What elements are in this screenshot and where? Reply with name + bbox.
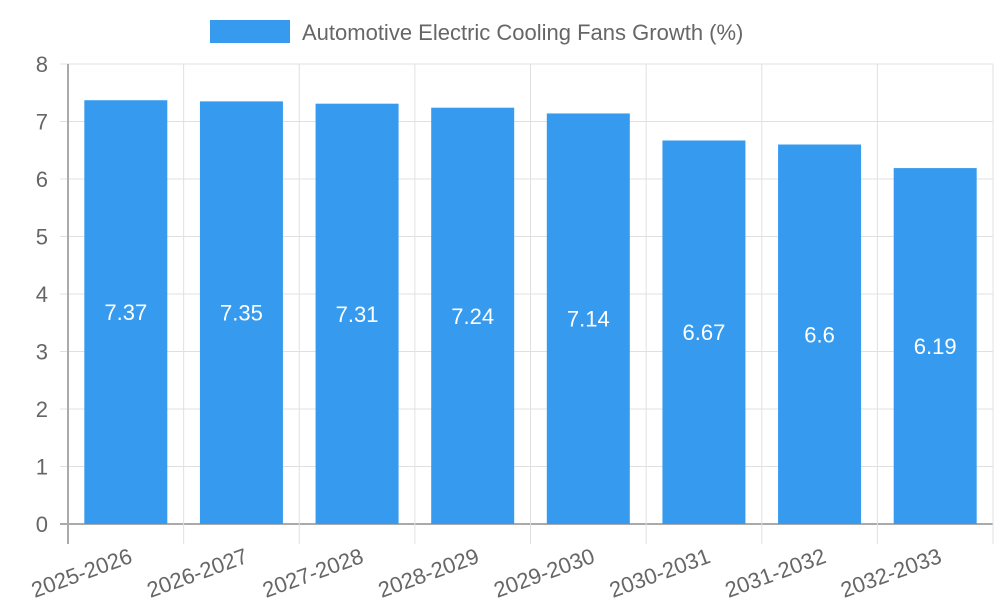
x-tick-label: 2027-2028 — [259, 543, 366, 600]
bar — [778, 144, 862, 524]
bar-value-label: 7.24 — [451, 304, 494, 329]
bar-value-label: 7.35 — [220, 301, 263, 326]
legend-label: Automotive Electric Cooling Fans Growth … — [302, 20, 743, 45]
bar — [315, 103, 399, 525]
y-tick-label: 4 — [36, 282, 48, 307]
x-tick-label: 2025-2026 — [28, 543, 135, 600]
y-tick-label: 5 — [36, 225, 48, 250]
y-tick-label: 7 — [36, 110, 48, 135]
bar-value-label: 7.37 — [104, 300, 147, 325]
x-tick-label: 2030-2031 — [606, 543, 713, 600]
bar-value-label: 7.31 — [336, 302, 379, 327]
bar-value-label: 6.67 — [683, 320, 726, 345]
bar — [893, 168, 977, 524]
y-tick-label: 0 — [36, 512, 48, 537]
bar-value-label: 7.14 — [567, 307, 610, 332]
bar — [84, 100, 168, 524]
y-tick-label: 3 — [36, 340, 48, 365]
bar — [199, 101, 283, 524]
x-tick-label: 2026-2027 — [144, 543, 251, 600]
y-tick-label: 2 — [36, 397, 48, 422]
bar — [662, 140, 746, 524]
legend[interactable]: Automotive Electric Cooling Fans Growth … — [210, 20, 743, 45]
bar — [431, 107, 515, 524]
x-tick-label: 2031-2032 — [722, 543, 829, 600]
legend-swatch — [210, 20, 290, 43]
bar — [546, 113, 630, 524]
y-tick-label: 8 — [36, 52, 48, 77]
y-tick-label: 1 — [36, 455, 48, 480]
bar-value-label: 6.19 — [914, 334, 957, 359]
x-tick-label: 2032-2033 — [837, 543, 944, 600]
y-tick-label: 6 — [36, 167, 48, 192]
x-tick-label: 2029-2030 — [490, 543, 597, 600]
bar-value-label: 6.6 — [804, 322, 835, 347]
x-tick-label: 2028-2029 — [375, 543, 482, 600]
